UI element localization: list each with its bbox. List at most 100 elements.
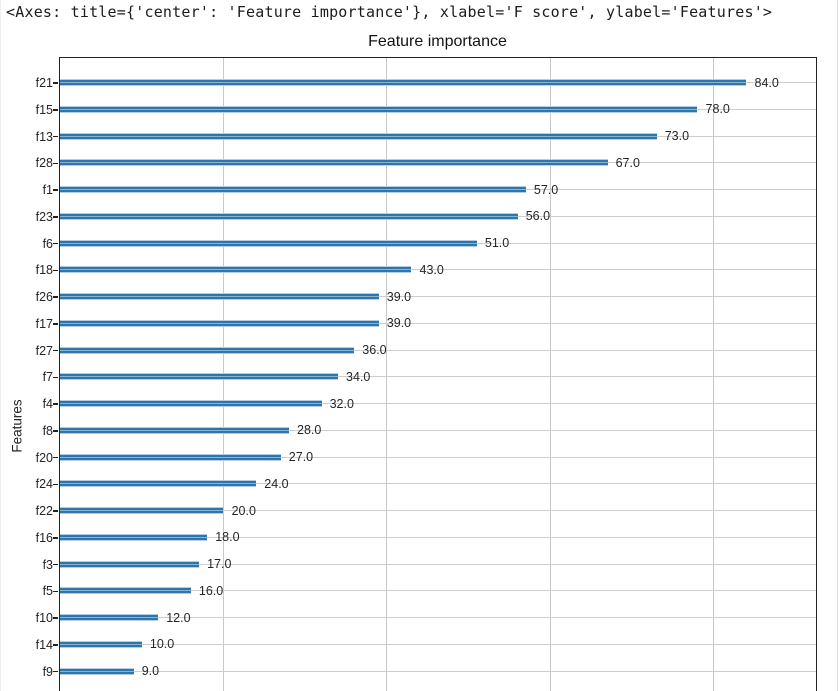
bar-value-label: 10.0 — [149, 637, 175, 652]
bar-f8 — [60, 426, 289, 434]
y-tick-mark — [53, 216, 58, 218]
gridline-horizontal — [60, 617, 816, 618]
y-tick-mark — [53, 590, 58, 592]
bar-value-label: 9.0 — [141, 664, 160, 678]
y-tick-label: f13 — [35, 129, 53, 144]
gridline-horizontal — [60, 590, 816, 592]
bar-value-label: 84.0 — [754, 75, 779, 90]
gridline-horizontal — [60, 670, 816, 672]
y-tick-label: f3 — [42, 557, 53, 572]
bar-f20 — [60, 453, 281, 461]
gridline-horizontal — [60, 483, 816, 485]
gridline-horizontal — [60, 349, 816, 351]
gridline-vertical — [386, 58, 388, 691]
bar-f24 — [60, 480, 257, 488]
bar-f7 — [60, 373, 338, 381]
bar-value-label: 78.0 — [705, 102, 730, 117]
gridline-horizontal — [60, 536, 816, 538]
y-tick-mark — [53, 162, 58, 164]
bar-f22 — [60, 507, 224, 514]
bar-value-label: 51.0 — [484, 236, 510, 250]
y-tick-label: f28 — [35, 156, 53, 171]
y-tick-mark — [53, 644, 58, 646]
bar-value-label: 39.0 — [386, 316, 412, 331]
y-tick-label: f20 — [35, 450, 53, 465]
y-tick-label: f7 — [42, 370, 53, 385]
bar-value-label: 32.0 — [329, 396, 354, 411]
y-tick-mark — [53, 537, 58, 539]
bar-f10 — [60, 614, 159, 621]
bar-value-label: 43.0 — [419, 262, 444, 277]
y-tick-mark — [53, 403, 58, 405]
bar-f3 — [60, 560, 199, 568]
y-tick-label: f14 — [35, 637, 53, 652]
gridline-horizontal — [60, 643, 816, 645]
chart-title: Feature importance — [368, 33, 507, 50]
y-tick-mark — [53, 510, 58, 512]
gridline-horizontal — [60, 376, 816, 378]
y-tick-mark — [53, 109, 58, 111]
y-tick-label: f4 — [42, 397, 53, 411]
bar-value-label: 34.0 — [346, 369, 371, 384]
bar-f28 — [60, 159, 608, 167]
y-tick-mark — [53, 430, 58, 432]
y-tick-mark — [53, 135, 58, 138]
bar-value-label: 17.0 — [207, 557, 232, 571]
y-tick-label: f10 — [35, 611, 53, 625]
y-tick-mark — [53, 376, 58, 378]
y-tick-label: f6 — [42, 236, 53, 251]
y-tick-mark — [53, 82, 58, 84]
y-tick-mark — [53, 563, 58, 566]
y-tick-label: f24 — [35, 477, 53, 492]
bar-f21 — [60, 79, 747, 86]
bar-f27 — [60, 346, 355, 354]
y-tick-label: f26 — [35, 290, 53, 304]
gridline-horizontal — [60, 269, 816, 271]
bar-value-label: 67.0 — [615, 155, 640, 170]
bar-f4 — [60, 400, 322, 407]
gridline-horizontal — [60, 456, 816, 458]
y-tick-label: f16 — [35, 530, 53, 545]
gridline-horizontal — [60, 403, 816, 404]
plot-area: 84.0 78.0 73.0 67.0 57.0 56.0 51.0 43.0 39.0 39.0… — [59, 57, 817, 691]
bar-f9 — [60, 667, 134, 675]
y-tick-mark — [53, 189, 58, 191]
y-tick-label: f9 — [42, 664, 53, 679]
gridline-horizontal — [60, 510, 816, 511]
bar-f26 — [60, 293, 379, 300]
bar-f15 — [60, 105, 698, 113]
y-tick-label: f23 — [35, 209, 53, 224]
y-tick-mark — [53, 323, 58, 325]
bar-f18 — [60, 266, 412, 274]
bar-value-label: 16.0 — [198, 583, 224, 598]
bar-value-label: 12.0 — [166, 610, 191, 625]
y-tick-mark — [53, 617, 58, 619]
gridline-horizontal — [60, 322, 816, 324]
y-tick-mark — [53, 670, 58, 673]
y-tick-mark — [53, 242, 58, 245]
bar-f23 — [60, 212, 518, 220]
bar-value-label: 36.0 — [362, 343, 387, 357]
bar-value-label: 57.0 — [533, 182, 559, 197]
bar-value-label: 27.0 — [288, 450, 314, 464]
bar-f13 — [60, 132, 657, 140]
y-tick-label: f17 — [35, 316, 53, 331]
y-tick-label: f1 — [42, 183, 53, 197]
gridline-horizontal — [60, 563, 816, 565]
y-tick-label: f18 — [35, 263, 53, 278]
bar-f14 — [60, 640, 142, 648]
axes-repr-text: <Axes: title={'center': 'Feature importa… — [6, 3, 773, 21]
y-tick-mark — [53, 296, 58, 298]
gridline-horizontal — [60, 296, 816, 297]
y-tick-mark — [53, 456, 58, 459]
bar-f1 — [60, 186, 526, 193]
y-tick-label: f8 — [42, 423, 53, 438]
bar-f5 — [60, 587, 191, 595]
bar-f17 — [60, 319, 379, 327]
y-tick-mark — [53, 349, 58, 352]
bar-f16 — [60, 533, 208, 541]
bar-value-label: 28.0 — [297, 423, 322, 438]
bar-value-label: 18.0 — [215, 530, 240, 545]
y-tick-label: f5 — [42, 584, 53, 599]
